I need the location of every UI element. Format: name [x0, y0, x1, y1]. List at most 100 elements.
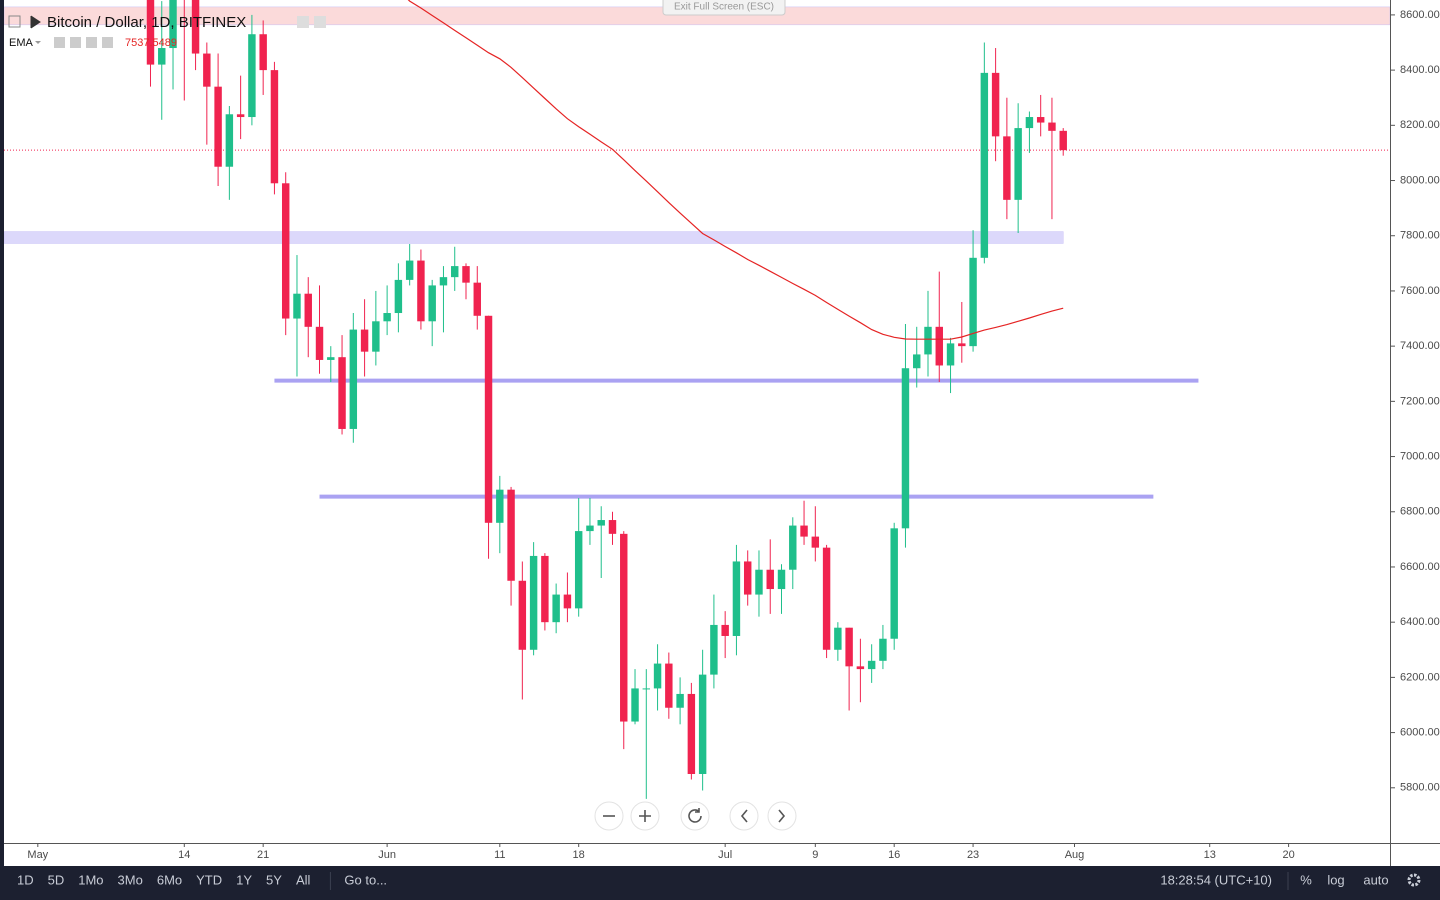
range-button[interactable]: All — [296, 872, 311, 887]
scroll-right[interactable] — [767, 801, 797, 831]
candle-body — [248, 34, 256, 118]
candle-body — [236, 114, 245, 118]
candle-body — [281, 183, 290, 319]
goto-button[interactable]: Go to... — [344, 872, 387, 887]
plot-area — [4, 0, 1390, 799]
candle-body — [676, 693, 684, 708]
range-button[interactable]: 1Mo — [78, 872, 103, 887]
candle-body — [1003, 136, 1011, 200]
x-tick-label: 21 — [257, 849, 269, 861]
candle-body — [958, 343, 966, 347]
candle-body — [586, 525, 594, 532]
range-button[interactable]: YTD — [196, 872, 222, 887]
x-tick-label: 20 — [1282, 849, 1294, 861]
candle-body — [405, 260, 414, 280]
candle-body — [913, 354, 921, 369]
y-tick-label: 8400.00 — [1400, 64, 1440, 76]
settings-icon[interactable] — [1407, 873, 1421, 887]
candle-body — [687, 693, 696, 774]
candle-body — [563, 594, 572, 609]
candle-body — [270, 70, 279, 184]
candle-body — [462, 266, 470, 283]
indicator-icons[interactable] — [54, 37, 113, 48]
candle-body — [631, 688, 639, 722]
candle-body — [856, 666, 865, 670]
scale-option[interactable]: log — [1327, 872, 1344, 887]
candle-body — [191, 0, 200, 54]
y-tick-label: 5800.00 — [1400, 782, 1440, 794]
candle-body — [428, 285, 436, 322]
y-axis: 5800.00 6000.00 6200.00 6400.00 6600.00 6800.… — [1390, 9, 1440, 794]
candle-body — [372, 321, 380, 352]
reset[interactable] — [680, 801, 710, 831]
icon[interactable] — [35, 41, 41, 44]
toolbar-items: 1D 5D 1Mo 3Mo 6Mo YTD 1Y 5Y All Go to... 18:28:54 … — [17, 872, 1389, 890]
y-tick-label: 6000.00 — [1400, 726, 1440, 738]
range-button[interactable]: 6Mo — [157, 872, 182, 887]
x-tick-label: Jul — [718, 849, 732, 861]
candle-body — [169, 0, 177, 49]
candle-body — [518, 580, 527, 650]
candle-body — [698, 674, 707, 774]
candle-body — [789, 525, 797, 570]
candle-body — [642, 688, 651, 690]
clock: 18:28:54 (UTC+10) — [1160, 872, 1272, 887]
candle-body — [597, 520, 605, 526]
candle-body — [574, 531, 583, 609]
x-axis: May 14 21 Jun 11 18 Jul 9 16 23 Aug 13 20 — [27, 843, 1295, 861]
y-tick-label: 7600.00 — [1400, 285, 1440, 297]
y-tick-label: 8600.00 — [1400, 9, 1440, 21]
candle-body — [203, 53, 211, 87]
candle-body — [507, 489, 515, 581]
candle-body — [349, 329, 358, 429]
candle-body — [315, 326, 324, 360]
x-tick-label: 14 — [178, 849, 190, 861]
range-button[interactable]: 3Mo — [118, 872, 143, 887]
x-tick-label: 18 — [573, 849, 585, 861]
chart-background — [4, 0, 1440, 866]
candle-body — [766, 569, 774, 590]
candle-body — [338, 357, 346, 429]
scale-option[interactable]: % — [1300, 872, 1312, 887]
candle-body — [946, 343, 955, 366]
candle-body — [451, 266, 459, 278]
candle-body — [879, 638, 887, 661]
y-tick-label: 6400.00 — [1400, 616, 1440, 628]
exit-fullscreen-label[interactable]: Exit Full Screen (ESC) — [674, 2, 774, 13]
candle-body — [541, 555, 549, 623]
header-icons[interactable] — [297, 16, 326, 28]
x-tick-label: 13 — [1204, 849, 1216, 861]
range-button[interactable]: 1Y — [236, 872, 252, 887]
y-tick-label: 7800.00 — [1400, 230, 1440, 242]
range-button[interactable]: 5D — [48, 872, 65, 887]
x-tick-label: Aug — [1065, 849, 1085, 861]
candle-body — [293, 293, 301, 319]
range-button[interactable]: 5Y — [266, 872, 282, 887]
candle-body — [383, 313, 391, 322]
candle-body — [225, 114, 234, 167]
candle-body — [1014, 128, 1022, 200]
chart-title: Bitcoin / Dollar, 1D, BITFINEX — [47, 14, 246, 31]
y-tick-label: 7000.00 — [1400, 450, 1440, 462]
candle-body — [755, 569, 763, 595]
candle-body — [146, 0, 155, 65]
candle-body — [496, 489, 504, 523]
candle-body — [935, 326, 943, 366]
candle-body — [710, 624, 718, 675]
exit-fullscreen[interactable]: Exit Full Screen (ESC) — [662, 0, 786, 16]
scroll-left[interactable] — [729, 801, 759, 831]
candle-body — [743, 561, 752, 595]
indicator-name: EMA — [9, 37, 34, 49]
candle-body — [822, 547, 831, 650]
scale-option[interactable]: auto — [1363, 872, 1388, 887]
icon[interactable] — [8, 15, 21, 28]
y-tick-label: 8200.00 — [1400, 119, 1440, 131]
candle-body — [439, 277, 448, 286]
x-tick-label: 11 — [494, 849, 505, 861]
candle-body — [360, 329, 369, 352]
candle-body — [484, 315, 493, 523]
ema-line — [407, 0, 1064, 340]
range-button[interactable]: 1D — [17, 872, 34, 887]
candle-body — [1025, 117, 1034, 129]
